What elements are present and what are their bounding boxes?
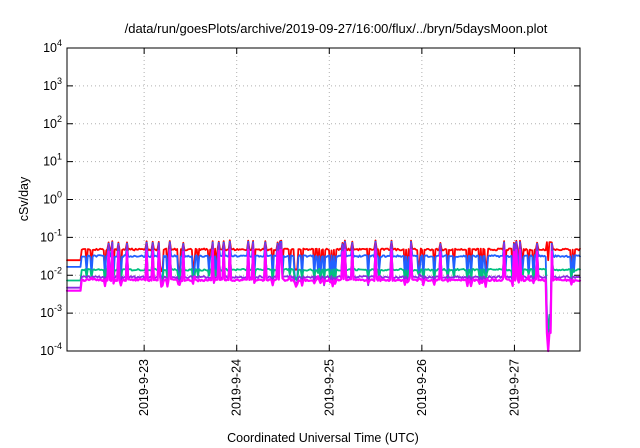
grid — [67, 48, 580, 351]
y-tick-label: 10-2 — [40, 265, 62, 282]
x-tick-label: 2019-9-26 — [415, 359, 429, 416]
x-tick-label: 2019-9-23 — [137, 359, 151, 416]
x-tick-label: 2019-9-24 — [230, 359, 244, 416]
y-axis-label: cSv/day — [17, 176, 31, 221]
series-layer — [65, 239, 582, 353]
x-axis: 2019-9-23 2019-9-24 2019-9-25 2019-9-26 2019… — [137, 48, 521, 416]
y-tick-label: 104 — [43, 38, 62, 55]
x-tick-label: 2019-9-25 — [322, 359, 336, 416]
y-tick-label: 102 — [43, 114, 62, 131]
y-tick-label: 101 — [43, 152, 62, 169]
y-tick-label: 103 — [43, 76, 62, 93]
y-tick-label: 100 — [43, 190, 62, 207]
series-line — [65, 248, 582, 353]
y-tick-label: 10-1 — [40, 227, 62, 244]
y-tick-label: 10-3 — [40, 303, 62, 320]
x-axis-label: Coordinated Universal Time (UTC) — [227, 431, 419, 445]
x-tick-label: 2019-9-27 — [507, 359, 521, 416]
y-axis: 10-4 10-3 10-2 10-1 100 101 102 103 104 — [40, 38, 580, 358]
y-tick-label: 10-4 — [40, 341, 62, 358]
chart-title: /data/run/goesPlots/archive/2019-09-27/1… — [125, 21, 548, 36]
